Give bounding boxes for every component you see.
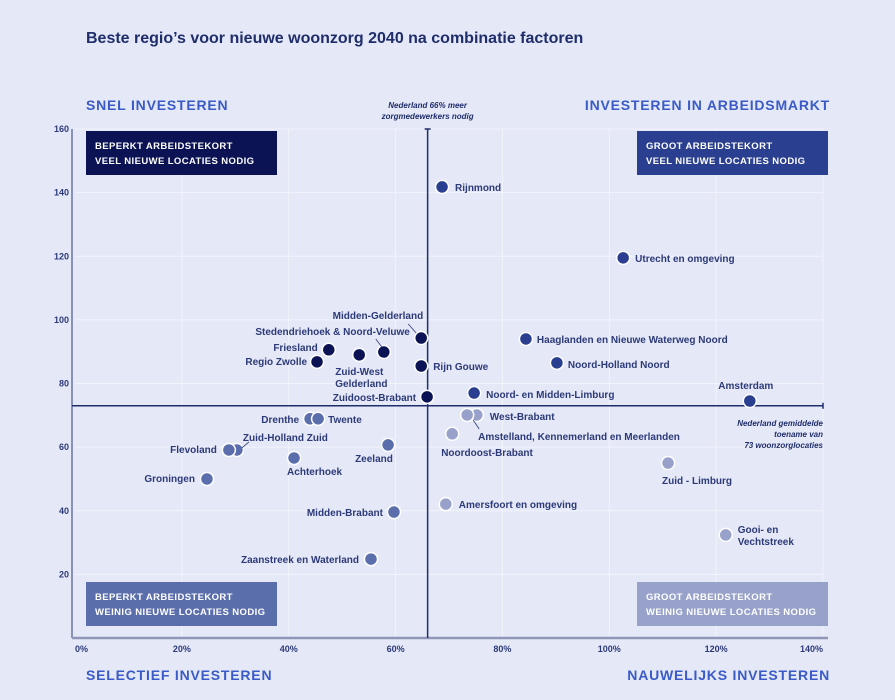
quadrant-label-bottom-right: WEINIG NIEUWE LOCATIES NODIG bbox=[646, 607, 816, 618]
quadrant-label-bottom-right: GROOT ARBEIDSTEKORT bbox=[646, 592, 773, 603]
point-label: Groningen bbox=[144, 474, 195, 485]
point-label: Rijn Gouwe bbox=[433, 362, 488, 373]
leader-line bbox=[375, 338, 383, 348]
point-label: Zuid-Holland Zuid bbox=[243, 433, 328, 444]
quadrant-box-top-right bbox=[637, 131, 828, 175]
point-label: Zuidoost-Brabant bbox=[333, 393, 417, 404]
x-tick-label: 80% bbox=[493, 644, 511, 654]
quadrant-box-top-left bbox=[86, 131, 277, 175]
leader-line bbox=[472, 419, 480, 430]
quadrant-box-bottom-right bbox=[637, 582, 828, 626]
data-point bbox=[351, 347, 367, 363]
y-tick-label: 80 bbox=[59, 379, 69, 389]
y-tick-label: 40 bbox=[59, 506, 69, 516]
data-point bbox=[199, 471, 215, 487]
point-label: Gooi- en Vechtstreek bbox=[738, 525, 795, 548]
x-tick-label: 40% bbox=[280, 644, 298, 654]
point-label: Zaanstreek en Waterland bbox=[241, 555, 359, 566]
quadrant-label-top-left: BEPERKT ARBEIDSTEKORT bbox=[95, 141, 233, 152]
point-label: Midden-Brabant bbox=[307, 508, 384, 519]
data-point bbox=[466, 385, 482, 401]
corner-label-bottom-right: NAUWELIJKS INVESTEREN bbox=[627, 667, 830, 683]
data-point bbox=[309, 354, 325, 370]
quadrant-box-bottom-left bbox=[86, 582, 277, 626]
data-point bbox=[718, 527, 734, 543]
y-tick-label: 140 bbox=[54, 188, 69, 198]
reference-x-label: Nederland 66% meer bbox=[388, 101, 468, 110]
data-point bbox=[413, 358, 429, 374]
x-tick-label: 140% bbox=[800, 644, 823, 654]
leader-line bbox=[407, 323, 417, 334]
point-label: Twente bbox=[328, 415, 362, 426]
data-point bbox=[413, 330, 429, 346]
leader-line bbox=[241, 441, 250, 449]
point-label: Drenthe bbox=[261, 415, 299, 426]
data-point bbox=[321, 342, 337, 358]
quadrant-label-top-right: VEEL NIEUWE LOCATIES NODIG bbox=[646, 156, 805, 167]
data-point bbox=[518, 331, 534, 347]
data-point bbox=[660, 455, 676, 471]
data-point bbox=[459, 407, 475, 423]
point-label: Achterhoek bbox=[287, 467, 342, 478]
y-tick-label: 20 bbox=[59, 569, 69, 579]
data-point bbox=[376, 344, 392, 360]
point-label: West-Brabant bbox=[490, 412, 555, 423]
point-label: Amsterdam bbox=[718, 381, 773, 392]
x-tick-label: 100% bbox=[598, 644, 621, 654]
data-point bbox=[419, 389, 435, 405]
quadrant-label-bottom-left: BEPERKT ARBEIDSTEKORT bbox=[95, 592, 233, 603]
point-label: Utrecht en omgeving bbox=[635, 254, 734, 265]
data-point bbox=[363, 551, 379, 567]
y-tick-label: 120 bbox=[54, 251, 69, 261]
point-label: Noordoost-Brabant bbox=[441, 448, 533, 459]
quadrant-label-top-left: VEEL NIEUWE LOCATIES NODIG bbox=[95, 156, 254, 167]
point-label: Zuid - Limburg bbox=[662, 476, 732, 487]
quadrant-label-bottom-left: WEINIG NIEUWE LOCATIES NODIG bbox=[95, 607, 265, 618]
data-point bbox=[438, 496, 454, 512]
reference-y-label: Nederland gemiddelde bbox=[737, 419, 823, 428]
corner-label-bottom-left: SELECTIEF INVESTEREN bbox=[86, 667, 273, 683]
reference-y-label: toename van bbox=[774, 430, 823, 439]
point-label: Stedendriehoek & Noord-Veluwe bbox=[255, 327, 410, 338]
data-point bbox=[444, 426, 460, 442]
data-point bbox=[310, 411, 326, 427]
point-label: Rijnmond bbox=[455, 183, 501, 194]
data-point bbox=[221, 442, 237, 458]
point-label: Zuid-West Gelderland bbox=[335, 367, 387, 390]
quadrant-label-top-right: GROOT ARBEIDSTEKORT bbox=[646, 141, 773, 152]
x-tick-label: 60% bbox=[387, 644, 405, 654]
corner-label-top-right: INVESTEREN IN ARBEIDSMARKT bbox=[584, 97, 830, 113]
point-label: Zeeland bbox=[355, 454, 393, 465]
y-tick-label: 60 bbox=[59, 442, 69, 452]
data-point bbox=[380, 437, 396, 453]
chart-title: Beste regio’s voor nieuwe woonzorg 2040 … bbox=[86, 30, 584, 47]
point-label: Flevoland bbox=[170, 445, 217, 456]
point-label: Amersfoort en omgeving bbox=[459, 500, 577, 511]
data-point bbox=[742, 393, 758, 409]
data-point bbox=[386, 504, 402, 520]
data-point bbox=[286, 450, 302, 466]
point-label: Noord-Holland Noord bbox=[568, 360, 670, 371]
reference-y-label: 73 woonzorglocaties bbox=[744, 441, 823, 450]
data-point bbox=[549, 355, 565, 371]
x-tick-label: 0% bbox=[75, 644, 88, 654]
reference-x-label: zorgmedewerkers nodig bbox=[381, 112, 474, 121]
point-label: Noord- en Midden-Limburg bbox=[486, 390, 614, 401]
corner-label-top-left: SNEL INVESTEREN bbox=[86, 97, 229, 113]
point-label: Friesland bbox=[273, 343, 317, 354]
y-tick-label: 160 bbox=[54, 124, 69, 134]
data-point bbox=[434, 179, 450, 195]
point-label: Haaglanden en Nieuwe Waterweg Noord bbox=[537, 335, 728, 346]
point-label: Regio Zwolle bbox=[245, 357, 307, 368]
x-tick-label: 120% bbox=[705, 644, 728, 654]
data-point bbox=[615, 250, 631, 266]
x-tick-label: 20% bbox=[173, 644, 191, 654]
y-tick-label: 100 bbox=[54, 315, 69, 325]
point-label: Midden-Gelderland bbox=[333, 311, 424, 322]
point-label: Amstelland, Kennemerland en Meerlanden bbox=[478, 432, 680, 443]
